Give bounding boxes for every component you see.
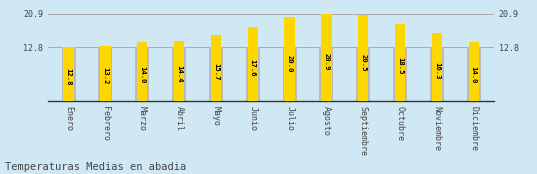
- Bar: [395, 24, 405, 101]
- Bar: [469, 42, 479, 101]
- Bar: [285, 17, 295, 101]
- Text: Temperaturas Medias en abadia: Temperaturas Medias en abadia: [5, 162, 187, 172]
- Bar: [282, 48, 296, 101]
- Bar: [137, 42, 148, 101]
- Text: 20.0: 20.0: [287, 55, 293, 72]
- Bar: [246, 48, 260, 101]
- Bar: [358, 15, 368, 101]
- Bar: [320, 48, 333, 101]
- Bar: [467, 48, 481, 101]
- Bar: [62, 48, 76, 101]
- Bar: [430, 48, 444, 101]
- Bar: [98, 48, 112, 101]
- Text: 14.4: 14.4: [176, 65, 182, 83]
- Text: 14.0: 14.0: [139, 66, 146, 83]
- Text: 20.5: 20.5: [360, 54, 366, 71]
- Text: 16.3: 16.3: [434, 62, 440, 79]
- Bar: [356, 48, 371, 101]
- Text: 15.7: 15.7: [213, 63, 219, 80]
- Text: 14.0: 14.0: [471, 66, 477, 83]
- Text: 13.2: 13.2: [103, 67, 108, 85]
- Bar: [393, 48, 407, 101]
- Text: 18.5: 18.5: [397, 57, 403, 75]
- Bar: [321, 14, 331, 101]
- Text: 12.8: 12.8: [66, 68, 71, 86]
- Bar: [135, 48, 149, 101]
- Text: 17.6: 17.6: [250, 59, 256, 77]
- Bar: [63, 48, 74, 101]
- Bar: [209, 48, 223, 101]
- Bar: [172, 48, 186, 101]
- Text: 20.9: 20.9: [323, 53, 329, 70]
- Bar: [174, 41, 184, 101]
- Bar: [248, 27, 258, 101]
- Bar: [432, 33, 442, 101]
- Bar: [211, 35, 221, 101]
- Bar: [100, 46, 111, 101]
